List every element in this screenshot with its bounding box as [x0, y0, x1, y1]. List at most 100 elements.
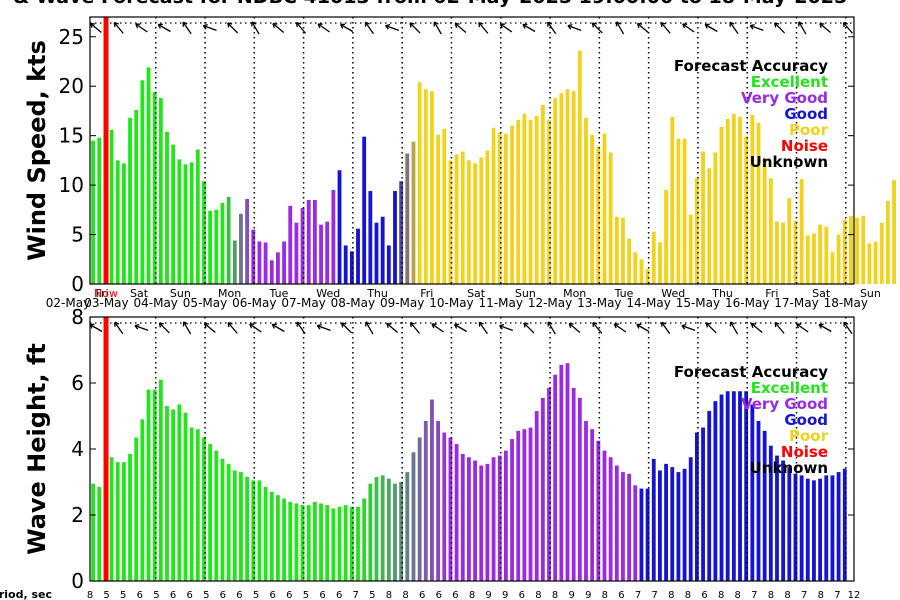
wind-bar — [374, 222, 379, 284]
direction-arrow — [340, 23, 354, 33]
direction-arrow-head — [341, 322, 347, 328]
direction-arrow — [592, 322, 603, 334]
wave-bar — [553, 374, 558, 581]
direction-arrow-head — [774, 322, 780, 328]
wind-bar — [282, 241, 286, 284]
day-label: Sat — [130, 287, 149, 300]
direction-arrow — [386, 323, 399, 333]
wind-bar — [670, 116, 675, 284]
period-value: 7 — [801, 590, 807, 600]
wave-bar — [411, 452, 416, 581]
wave-bar — [239, 472, 243, 581]
direction-arrow — [774, 22, 786, 34]
wind-bar — [565, 89, 570, 284]
y-tick-label: 25 — [59, 25, 84, 49]
wave-bar — [614, 465, 619, 581]
wind-bar — [818, 224, 823, 284]
wave-bar — [750, 404, 755, 581]
wind-bar — [214, 209, 219, 284]
wind-bar — [399, 181, 404, 284]
wave-bar — [584, 420, 588, 581]
wave-bar — [399, 482, 404, 581]
wave-bar — [91, 483, 95, 581]
direction-arrow-head — [113, 22, 119, 28]
period-value: 8 — [87, 590, 93, 600]
legend-entry: Very Good — [741, 395, 828, 413]
direction-arrow-head — [340, 23, 346, 29]
wave-bar — [577, 397, 582, 581]
wind-bar — [744, 136, 749, 284]
y-axis-label: Wind Speed, kts — [23, 40, 51, 261]
wave-bar — [762, 430, 767, 581]
wind-bar — [885, 200, 890, 284]
direction-arrow-head — [271, 323, 277, 329]
day-label: Thu — [366, 287, 388, 300]
wind-bar — [448, 160, 453, 284]
wave-bar — [830, 475, 835, 581]
wave-bar — [349, 506, 354, 581]
direction-arrow — [796, 323, 809, 333]
date-label: 12-May — [528, 296, 572, 310]
period-value: 5 — [153, 590, 159, 600]
direction-arrow — [478, 22, 489, 34]
wind-bar — [571, 91, 576, 285]
wave-bar — [627, 473, 632, 581]
legend-title: Forecast Accuracy — [674, 57, 828, 75]
wave-bar — [128, 453, 132, 581]
wave-bar — [768, 445, 773, 581]
wave-bar — [430, 399, 434, 581]
day-label: Fri — [420, 287, 433, 300]
direction-arrow-head — [749, 24, 755, 30]
period-value: 8 — [469, 590, 475, 600]
wind-bar — [738, 116, 742, 284]
wave-bar — [621, 472, 625, 581]
wave-bar — [701, 427, 705, 581]
direction-arrow — [567, 24, 582, 32]
direction-arrow-head — [364, 21, 370, 27]
period-row: Period, sec85565665665665667588666899688… — [0, 588, 860, 600]
date-label: 07-May — [281, 296, 325, 310]
wind-bar — [812, 233, 816, 284]
direction-arrow — [636, 323, 650, 333]
wind-bar — [208, 210, 213, 284]
wind-bar — [694, 178, 699, 284]
direction-arrow — [271, 323, 285, 333]
direction-arrow-head — [316, 324, 322, 330]
wave-bar — [158, 379, 163, 581]
wave-bar — [725, 391, 730, 581]
wave-bar — [799, 475, 804, 581]
wind-bar — [319, 224, 323, 284]
direction-arrow-head — [682, 23, 688, 29]
wind-bar — [97, 137, 102, 284]
period-value: 8 — [735, 590, 741, 600]
direction-arrow — [751, 323, 763, 333]
day-label: Tue — [614, 287, 634, 300]
legend-entry: Good — [784, 411, 828, 429]
direction-arrow-head — [157, 23, 163, 29]
period-value: 6 — [701, 590, 707, 600]
wind-bar — [756, 122, 761, 284]
day-label: Wed — [316, 287, 340, 300]
y-tick-label: 6 — [71, 371, 84, 395]
period-value: 6 — [419, 590, 425, 600]
wave-bar — [707, 411, 712, 581]
wave-bar — [288, 501, 293, 581]
wind-bar — [621, 217, 625, 284]
wind-bar — [405, 153, 410, 284]
period-value: 6 — [319, 590, 325, 600]
period-value: 8 — [535, 590, 541, 600]
y-tick-label: 4 — [71, 437, 84, 461]
wind-bar — [473, 163, 477, 284]
wind-bar — [177, 159, 182, 284]
wind-bar — [356, 228, 360, 284]
wind-bar — [861, 215, 866, 284]
wave-bar — [738, 391, 742, 581]
wave-bar — [565, 363, 570, 581]
wind-bar — [584, 117, 588, 284]
day-label: Fri — [95, 287, 108, 300]
wave-bar — [842, 468, 847, 581]
day-label: Sun — [515, 287, 536, 300]
wind-bar — [146, 67, 151, 284]
y-tick-label: 0 — [71, 569, 84, 593]
